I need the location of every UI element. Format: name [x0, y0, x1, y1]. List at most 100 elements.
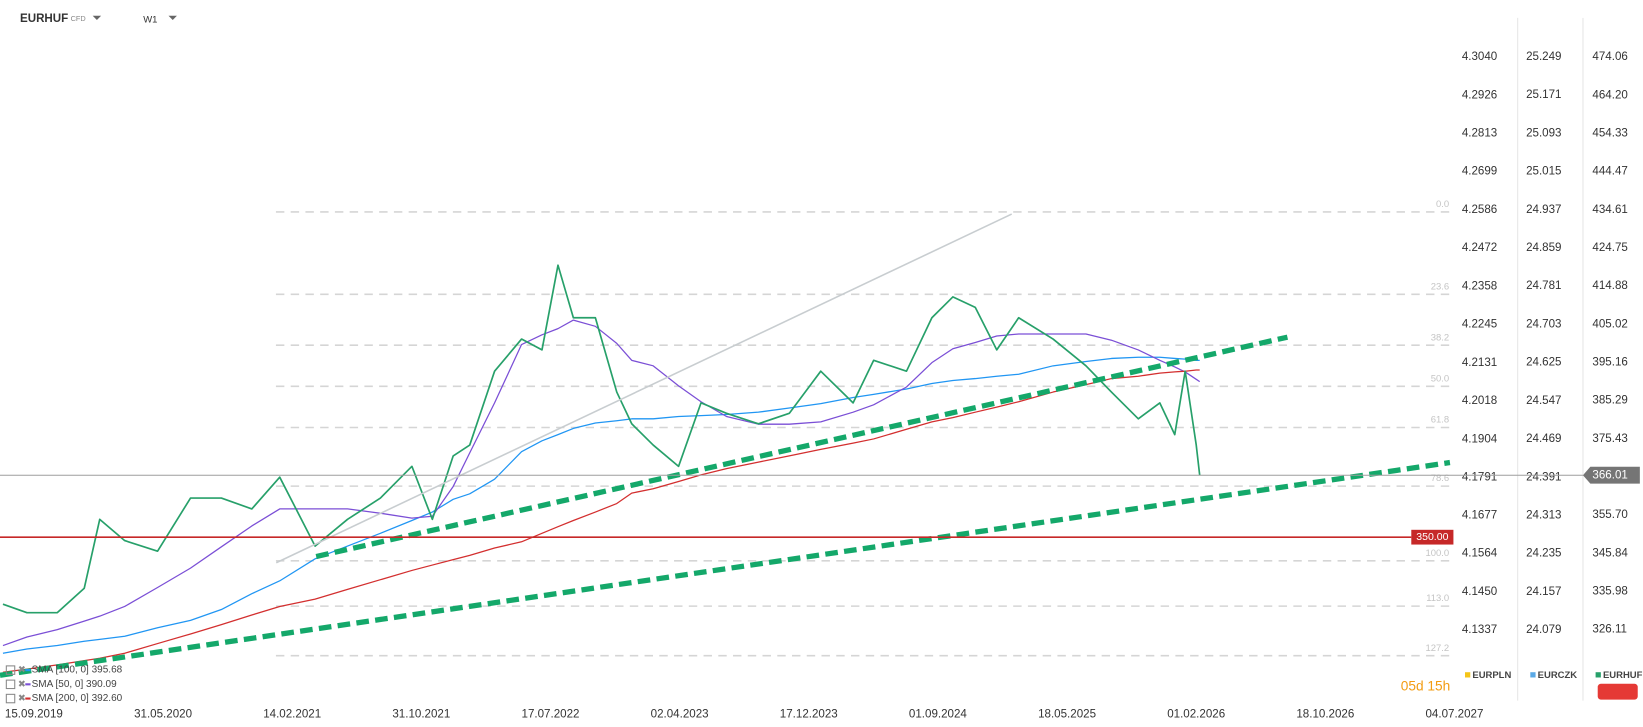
y-tick-label: 24.235 — [1526, 548, 1561, 560]
trade-button[interactable] — [1597, 683, 1638, 700]
y-tick-label: 375.43 — [1592, 433, 1627, 445]
legend-close: ✖ — [18, 679, 26, 690]
x-tick-label: 18.10.2026 — [1296, 708, 1354, 720]
legend-icon — [5, 679, 16, 690]
trendline — [0, 459, 1451, 678]
x-tick-label: 31.10.2021 — [392, 708, 450, 720]
x-tick-label: 14.02.2021 — [263, 708, 321, 720]
y-tick-label: 24.469 — [1526, 433, 1561, 445]
fib-label: 100.0 — [1426, 548, 1450, 559]
y-tick-label: 345.84 — [1592, 547, 1628, 559]
y-tick-label: 4.2358 — [1462, 280, 1497, 292]
legend-swatch — [1465, 672, 1471, 678]
y-tick-label: 355.70 — [1592, 509, 1627, 521]
symbol-title[interactable]: EURHUF — [20, 13, 68, 25]
x-tick-label: 02.04.2023 — [651, 708, 709, 720]
dropdown-arrow[interactable] — [92, 15, 102, 21]
countdown: 05d 15h — [1401, 679, 1450, 694]
y-tick-label: 4.2926 — [1462, 89, 1497, 101]
y-tick-label: 4.1677 — [1462, 510, 1497, 522]
fib-label: 113.0 — [1426, 593, 1449, 604]
x-tick-label: 31.05.2020 — [134, 708, 192, 720]
y-tick-label: 4.1791 — [1462, 471, 1497, 483]
plot — [0, 211, 1454, 678]
fib-label: 61.8 — [1431, 415, 1449, 426]
legend-close: ✖ — [18, 693, 26, 704]
y-tick-label: 454.33 — [1592, 128, 1627, 140]
fib-label: 38.2 — [1431, 332, 1449, 343]
x-tick-label: 15.09.2019 — [5, 708, 63, 720]
y-tick-label: 24.781 — [1526, 280, 1561, 292]
fib-label: 127.2 — [1426, 643, 1450, 654]
legend-swatch — [1595, 672, 1601, 678]
legend-icon — [5, 665, 16, 675]
sma-line — [2, 319, 1201, 647]
alert-box — [1411, 529, 1454, 545]
dropdown-arrow[interactable] — [168, 15, 177, 21]
legend-label: SMA [200, 0] 392.60 — [32, 693, 123, 704]
y-tick-label: 24.313 — [1526, 510, 1561, 522]
x-tick-label: 01.02.2026 — [1167, 708, 1225, 720]
y-tick-label: 4.2131 — [1462, 357, 1497, 369]
y-tick-label: 434.61 — [1592, 204, 1627, 216]
legend-label: SMA [50, 0] 390.09 — [32, 679, 117, 690]
legend-label[interactable]: EURCZK — [1538, 670, 1578, 681]
x-tick-label: 17.07.2022 — [522, 708, 580, 720]
x-tick-label: 04.07.2027 — [1426, 708, 1484, 720]
y-tick-label: 4.3040 — [1462, 51, 1497, 63]
y-tick-label: 24.625 — [1526, 357, 1561, 369]
y-tick-label: 4.1904 — [1462, 433, 1498, 445]
y-tick-label: 4.2699 — [1462, 166, 1497, 178]
y-tick-label: 424.75 — [1592, 242, 1627, 254]
legend-label: SMA [100, 0] 395.68 — [32, 665, 123, 676]
timeframe[interactable]: W1 — [143, 15, 157, 26]
trendline — [275, 213, 1013, 564]
y-tick-label: 25.015 — [1526, 166, 1561, 178]
y-tick-label: 24.079 — [1526, 624, 1561, 636]
y-tick-label: 4.2472 — [1462, 242, 1497, 254]
y-tick-label: 385.29 — [1592, 395, 1627, 407]
sma-line — [2, 369, 1200, 673]
y-tick-label: 24.937 — [1526, 204, 1561, 216]
x-tick-label: 18.05.2025 — [1038, 708, 1096, 720]
y-tick-label: 4.2245 — [1462, 319, 1497, 331]
price-box — [1582, 466, 1640, 484]
alert-label: 350.00 — [1416, 531, 1448, 543]
legend-label[interactable]: EURHUF — [1603, 670, 1643, 681]
y-tick-label: 4.1337 — [1462, 624, 1497, 636]
sma-line — [2, 356, 1200, 654]
y-tick-label: 326.11 — [1592, 624, 1627, 636]
y-tick-label: 395.16 — [1592, 357, 1627, 369]
y-tick-label: 24.391 — [1526, 471, 1561, 483]
fib-label: 78.6 — [1431, 473, 1449, 484]
legend-swatch — [1530, 672, 1536, 678]
y-tick-label: 24.157 — [1526, 586, 1561, 598]
y-tick-label: 24.859 — [1526, 242, 1561, 254]
price-line-series — [2, 264, 1201, 614]
fib-label: 0.0 — [1436, 199, 1449, 210]
y-tick-label: 4.2813 — [1462, 127, 1497, 139]
y-tick-label: 474.06 — [1592, 51, 1627, 63]
y-tick-label: 25.093 — [1526, 127, 1561, 139]
fib-label: 23.6 — [1431, 281, 1449, 292]
y-tick-label: 24.703 — [1526, 318, 1561, 330]
symbol-tag: CFD — [71, 14, 86, 23]
legend-label[interactable]: EURPLN — [1472, 670, 1511, 681]
x-tick-label: 17.12.2023 — [780, 708, 838, 720]
x-tick-label: 01.09.2024 — [909, 708, 967, 720]
trendline — [315, 334, 1289, 560]
y-tick-label: 335.98 — [1592, 585, 1627, 597]
y-tick-label: 25.171 — [1526, 89, 1561, 101]
y-tick-label: 4.1450 — [1462, 586, 1497, 598]
y-tick-label: 24.547 — [1526, 395, 1561, 407]
y-tick-label: 414.88 — [1592, 280, 1627, 292]
y-tick-label: 4.2586 — [1462, 204, 1497, 216]
y-tick-label: 25.249 — [1526, 51, 1561, 63]
legend-close: ✖ — [18, 665, 26, 676]
y-tick-label: 444.47 — [1592, 166, 1627, 178]
legend-icon — [5, 693, 16, 704]
fib-label: 50.0 — [1431, 373, 1449, 384]
price-label: 366.01 — [1592, 469, 1627, 481]
y-tick-label: 405.02 — [1592, 318, 1627, 330]
